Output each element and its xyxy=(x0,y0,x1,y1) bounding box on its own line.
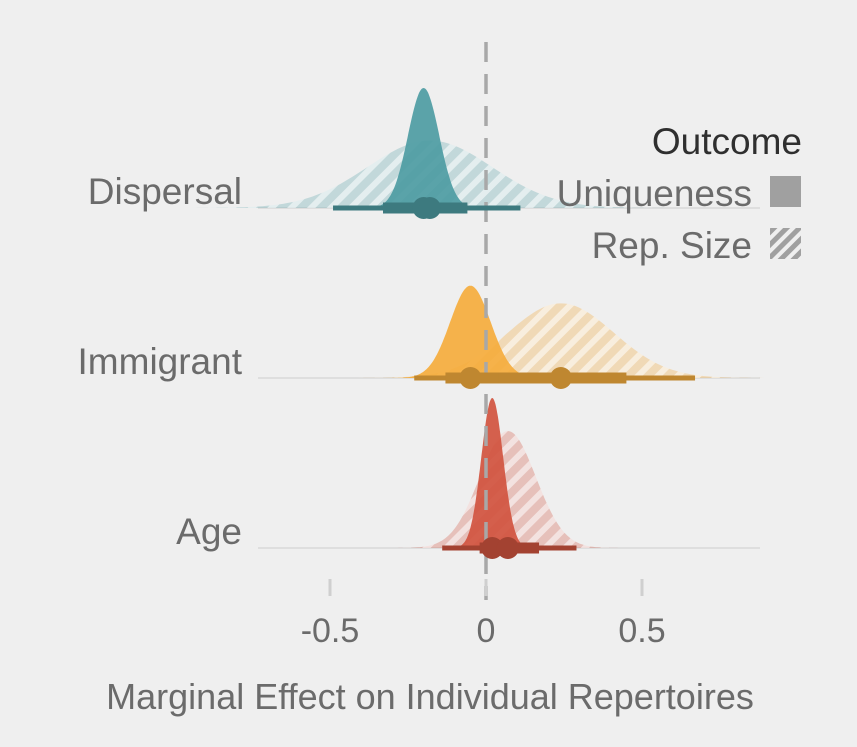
densities xyxy=(180,88,773,548)
x-tick-label: 0 xyxy=(477,612,496,650)
point-dispersal-rep-size xyxy=(418,197,441,219)
legend: Outcome Uniqueness Rep. Size xyxy=(557,121,802,266)
point-immigrant-rep-size xyxy=(549,367,572,389)
y-label-age: Age xyxy=(176,511,242,552)
legend-label-rep-size: Rep. Size xyxy=(592,225,752,266)
legend-swatch-rep-size xyxy=(770,228,801,259)
point-age-uniqueness xyxy=(481,537,504,559)
y-axis-labels: Dispersal Immigrant Age xyxy=(78,171,243,552)
point-age-rep-size xyxy=(496,537,519,559)
x-axis-title: Marginal Effect on Individual Repertoire… xyxy=(106,676,754,717)
density-age-rep-size xyxy=(395,431,621,548)
legend-title: Outcome xyxy=(652,121,802,162)
legend-swatch-uniqueness xyxy=(770,176,801,207)
density-age-uniqueness xyxy=(448,398,536,548)
x-axis: -0.5 0 0.5 xyxy=(301,579,666,650)
density-immigrant-rep-size xyxy=(348,303,773,378)
density-dispersal-uniqueness xyxy=(361,88,486,208)
legend-label-uniqueness: Uniqueness xyxy=(557,173,752,214)
intervals xyxy=(333,197,696,559)
y-label-immigrant: Immigrant xyxy=(78,341,243,382)
point-immigrant-uniqueness xyxy=(459,367,482,389)
density-immigrant-uniqueness xyxy=(389,285,552,378)
y-label-dispersal: Dispersal xyxy=(88,171,242,212)
x-tick-label: -0.5 xyxy=(301,612,360,650)
x-tick-label: 0.5 xyxy=(618,612,665,650)
